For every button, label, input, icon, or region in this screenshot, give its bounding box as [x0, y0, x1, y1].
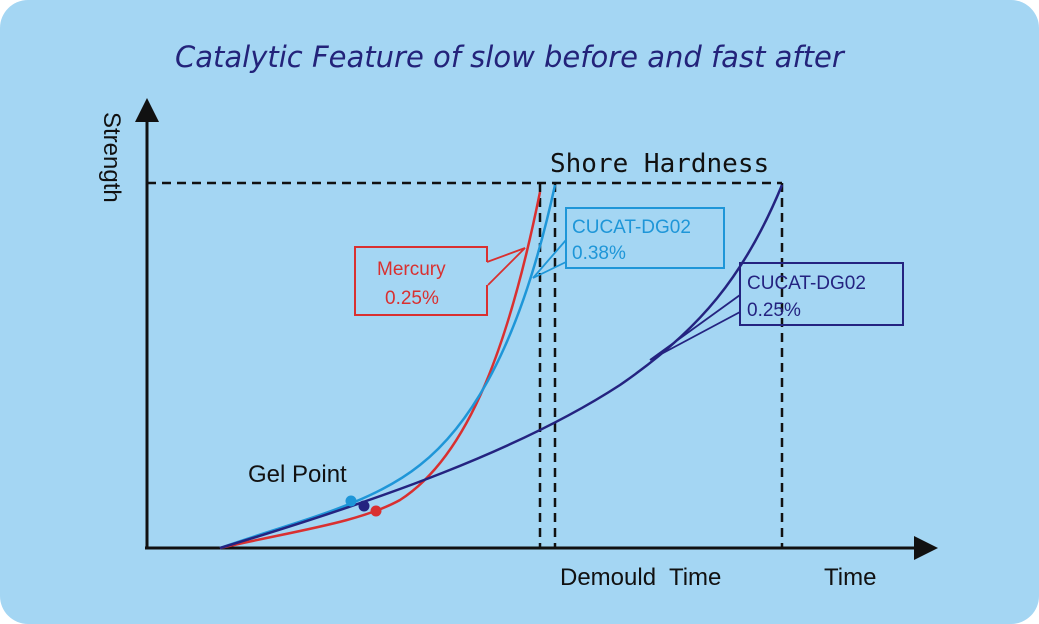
- y-axis-arrow: [135, 98, 159, 122]
- callout-025-pointer: [649, 294, 741, 361]
- callout-mercury-value: 0.25%: [385, 288, 439, 309]
- demould-time-label: Demould Time: [560, 564, 721, 591]
- callout-mercury: Mercury 0.25%: [354, 246, 526, 316]
- callout-038-value: 0.38%: [572, 243, 626, 264]
- x-axis-arrow: [914, 536, 938, 560]
- callout-cucat-025: CUCAT-DG02 0.25%: [649, 262, 904, 361]
- gel-point-marker-038: [345, 495, 357, 507]
- curve-mercury: [219, 191, 542, 550]
- callout-025-value: 0.25%: [747, 300, 801, 321]
- callout-038-box: [565, 207, 725, 269]
- callout-025-box: [739, 262, 904, 326]
- callout-cucat-038: CUCAT-DG02 0.38%: [532, 207, 725, 279]
- callout-038-name: CUCAT-DG02: [572, 217, 691, 238]
- gel-point-marker-mercury: [370, 505, 382, 517]
- callout-mercury-box: [354, 246, 488, 316]
- diagram-title: Catalytic Feature of slow before and fas…: [175, 40, 846, 74]
- curve-cucat-038: [219, 184, 557, 550]
- callout-025-name: CUCAT-DG02: [747, 273, 866, 294]
- y-axis-label: Strength: [98, 112, 125, 203]
- callout-mercury-pointer: [486, 247, 526, 286]
- callout-038-pointer: [532, 239, 567, 279]
- shore-hardness-label: Shore Hardness: [550, 149, 769, 179]
- callout-mercury-name: Mercury: [377, 259, 446, 280]
- gel-point-marker-025: [358, 500, 370, 512]
- gel-point-label: Gel Point: [248, 461, 347, 488]
- x-axis-label: Time: [824, 564, 876, 591]
- curve-cucat-025: [219, 184, 784, 550]
